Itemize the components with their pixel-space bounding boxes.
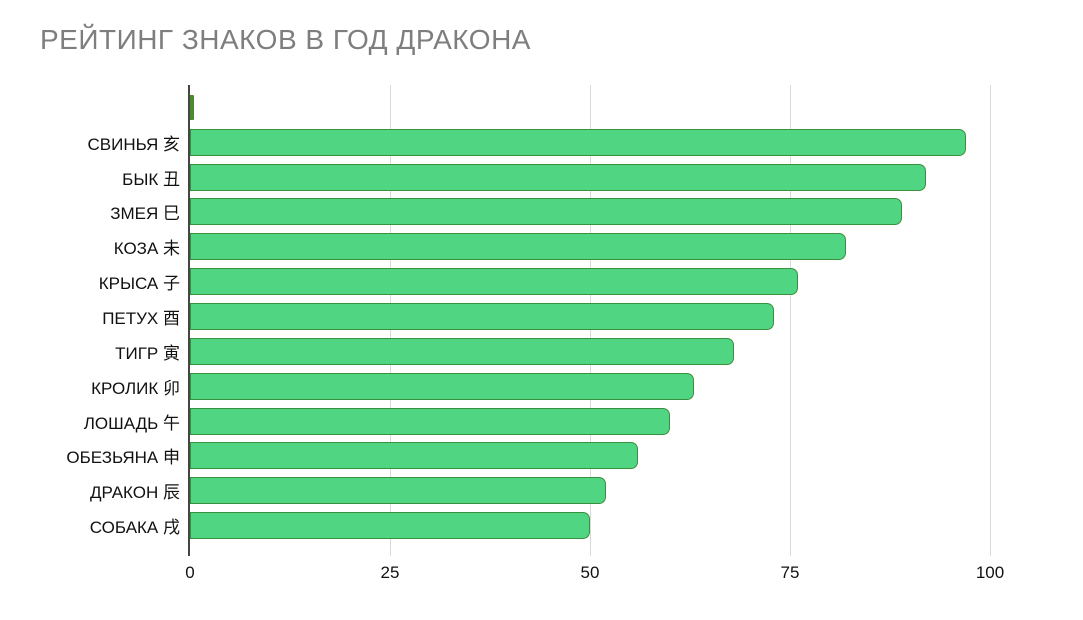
category-label: ТИГР 寅 — [115, 343, 180, 363]
bar-row: СОБАКА 戌 — [0, 508, 995, 543]
bar-rows: СВИНЬЯ 亥 БЫК 丑 ЗМЕЯ 巳 КОЗА 未 КРЫСА 子 ПЕТУХ 酉 Т… — [0, 90, 995, 543]
bar — [190, 477, 606, 505]
category-label: СВИНЬЯ 亥 — [87, 134, 180, 154]
category-label: ПЕТУХ 酉 — [102, 308, 180, 328]
plot-area: СВИНЬЯ 亥 БЫК 丑 ЗМЕЯ 巳 КОЗА 未 КРЫСА 子 ПЕТУХ 酉 Т… — [0, 85, 1083, 582]
category-label: СОБАКА 戌 — [89, 518, 180, 538]
gridline — [790, 85, 791, 556]
category-label: БЫК 丑 — [122, 169, 180, 189]
bar — [190, 128, 966, 156]
bar-row: КОЗА 未 — [0, 229, 995, 264]
x-tick-label: 25 — [380, 563, 400, 582]
bar — [190, 233, 846, 261]
category-label: ОБЕЗЬЯНА 申 — [66, 448, 180, 468]
x-tick-label: 100 — [975, 563, 1005, 582]
bar-row: ДРАКОН 辰 — [0, 473, 995, 508]
bar — [190, 337, 734, 365]
bar-row: ОБЕЗЬЯНА 申 — [0, 438, 995, 473]
gridline — [990, 85, 991, 556]
x-tick-label: 75 — [780, 563, 800, 582]
category-label: КОЗА 未 — [113, 239, 180, 259]
bar-row: СВИНЬЯ 亥 — [0, 125, 995, 160]
category-label: ЗМЕЯ 巳 — [110, 204, 180, 224]
bar-row: ТИГР 寅 — [0, 334, 995, 369]
bar — [190, 198, 902, 226]
bar-row: БЫК 丑 — [0, 160, 995, 195]
bar — [190, 442, 638, 470]
bar — [190, 94, 194, 120]
bar — [190, 268, 798, 296]
bar-row: КРЫСА 子 — [0, 264, 995, 299]
category-label: ЛОШАДЬ 午 — [83, 413, 180, 433]
bar — [190, 163, 926, 191]
bar-row: КРОЛИК 卯 — [0, 369, 995, 404]
bar — [190, 407, 670, 435]
x-tick-label: 50 — [580, 563, 600, 582]
bar — [190, 512, 590, 540]
chart-title: РЕЙТИНГ ЗНАКОВ В ГОД ДРАКОНА — [40, 24, 531, 55]
bar — [190, 372, 694, 400]
category-label: КРЫСА 子 — [98, 274, 180, 294]
bar-row: ЗМЕЯ 巳 — [0, 195, 995, 230]
x-tick-label: 0 — [185, 563, 195, 582]
y-axis-line — [188, 85, 190, 556]
bar-row: ПЕТУХ 酉 — [0, 299, 995, 334]
bar-row: ЛОШАДЬ 午 — [0, 404, 995, 439]
category-label: КРОЛИК 卯 — [91, 378, 180, 398]
bar — [190, 302, 774, 330]
category-label: ДРАКОН 辰 — [90, 483, 180, 503]
bar-row — [0, 90, 995, 125]
